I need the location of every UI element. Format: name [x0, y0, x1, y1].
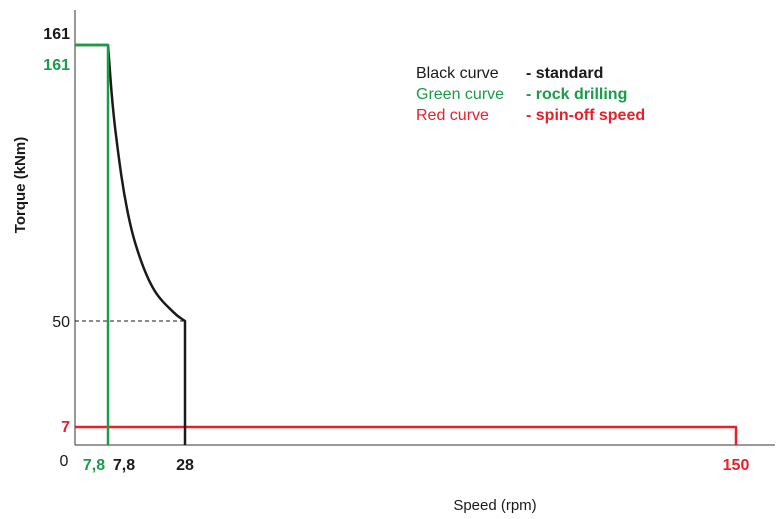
legend-entry-name-2: Red curve	[416, 107, 489, 124]
x-axis-label: Speed (rpm)	[453, 497, 536, 514]
x-tick-label-1: 7,8	[113, 457, 135, 474]
legend-entry-desc-0: - standard	[526, 65, 603, 82]
y-axis-label: Torque (kNm)	[12, 137, 29, 233]
series-black-curve	[75, 43, 187, 445]
legend-entry-name-0: Black curve	[416, 65, 499, 82]
series-layer	[75, 43, 738, 445]
series-green-curve	[75, 43, 110, 445]
axes	[74, 10, 775, 446]
y-tick-label-1: 161	[43, 57, 70, 74]
x-tick-label-0: 7,8	[83, 457, 105, 474]
x-tick-label-3: 150	[723, 457, 750, 474]
series-red-curve	[75, 425, 738, 445]
legend-entry-name-1: Green curve	[416, 86, 504, 103]
legend: Black curve - standard Green curve - rock d…	[416, 65, 645, 124]
origin-label: 0	[60, 453, 69, 470]
y-tick-label-0: 161	[43, 26, 70, 43]
y-tick-label-2: 50	[52, 314, 70, 331]
legend-entry-desc-2: - spin-off speed	[526, 107, 645, 124]
x-tick-label-2: 28	[176, 457, 194, 474]
tick-labels: 7,8 7,8 28 150 161 161 50 7	[43, 26, 749, 474]
y-tick-label-3: 7	[61, 419, 70, 436]
legend-entry-desc-1: - rock drilling	[526, 86, 627, 103]
